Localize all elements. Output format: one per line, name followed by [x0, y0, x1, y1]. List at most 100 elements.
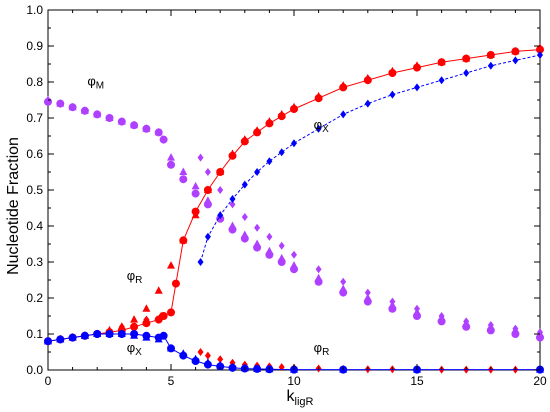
plot-frame [47, 9, 541, 371]
data-point [240, 234, 249, 243]
series-2 [197, 153, 543, 337]
x-tick-label: 15 [410, 374, 424, 388]
data-point [142, 124, 151, 133]
data-point [437, 317, 446, 326]
data-point [56, 99, 65, 108]
data-point [228, 151, 237, 160]
y-tick-label: 0.1 [26, 327, 43, 341]
annotation-subscript: M [96, 81, 104, 92]
data-point [154, 286, 163, 294]
data-point [118, 322, 125, 331]
data-point [462, 54, 471, 63]
data-point [203, 200, 212, 209]
data-point [191, 357, 200, 365]
annotation-subscript: R [322, 347, 329, 358]
data-point [278, 241, 285, 250]
data-point [265, 250, 274, 259]
data-point [277, 258, 286, 266]
plot-area [44, 43, 544, 374]
y-axis-title: Nucleotide Fraction [5, 137, 22, 275]
data-point [253, 364, 262, 373]
data-point [487, 321, 494, 329]
annotation-subscript: X [135, 347, 142, 358]
data-point [240, 137, 249, 146]
annotation-symbol: φ [127, 340, 135, 355]
data-point [117, 330, 126, 338]
data-point [197, 153, 204, 162]
data-point [315, 265, 322, 274]
x-axis-title: kligR [287, 388, 314, 408]
data-point [511, 330, 520, 338]
x-axis-title-main: k [287, 388, 296, 405]
data-point [216, 168, 225, 176]
data-point [204, 232, 211, 241]
data-point [253, 243, 262, 252]
x-tick-label: 0 [45, 374, 52, 388]
annotation-label: φX [127, 340, 142, 358]
annotation-subscript: R [135, 275, 142, 286]
annotation-label: φR [127, 268, 143, 286]
data-point [389, 297, 396, 306]
data-point [44, 337, 52, 346]
data-point [80, 106, 89, 115]
data-point [254, 223, 261, 232]
data-point [68, 103, 77, 112]
data-point [217, 355, 224, 364]
data-point [179, 167, 188, 175]
annotation-label: φM [87, 74, 104, 92]
data-point [130, 121, 139, 130]
data-point [203, 360, 212, 369]
data-point [105, 114, 114, 122]
data-point [266, 232, 273, 241]
data-point [130, 315, 139, 323]
data-point [179, 175, 188, 184]
data-point [204, 168, 211, 176]
data-point [314, 94, 323, 103]
data-point [537, 51, 543, 59]
y-tick-label: 0.9 [26, 39, 43, 53]
data-point [364, 288, 371, 297]
data-point [463, 69, 470, 77]
data-point [438, 76, 445, 85]
series-line [47, 49, 541, 342]
series-3 [44, 43, 544, 345]
data-point [216, 362, 225, 371]
data-point [191, 189, 200, 198]
data-point [340, 277, 347, 286]
data-point [291, 250, 297, 259]
series-8 [197, 51, 543, 266]
data-point [339, 83, 348, 92]
x-axis-title-sub: ligR [295, 396, 314, 408]
data-point [203, 186, 212, 194]
data-point [179, 351, 188, 360]
data-point [228, 363, 237, 372]
annotation-symbol: φ [87, 74, 95, 89]
data-point [278, 148, 285, 157]
y-tick-label: 0.4 [26, 219, 43, 233]
data-point [291, 139, 297, 148]
data-point [290, 265, 298, 274]
data-point [438, 312, 445, 320]
data-point [93, 110, 102, 119]
data-point [437, 58, 446, 67]
data-point [389, 90, 396, 99]
data-point [486, 51, 495, 59]
data-point [130, 322, 139, 331]
data-point [463, 317, 470, 326]
data-point [117, 117, 126, 126]
data-point [486, 326, 495, 335]
data-point [217, 211, 224, 220]
data-point [229, 200, 236, 209]
data-point [339, 288, 348, 297]
data-point [290, 105, 298, 113]
data-point [130, 330, 139, 338]
data-point [142, 331, 151, 340]
data-point [536, 333, 544, 342]
data-point [80, 331, 89, 340]
annotation-symbol: φ [127, 268, 135, 283]
data-point [159, 331, 168, 340]
data-point [511, 47, 520, 56]
data-point [241, 213, 248, 221]
y-tick-label: 0.6 [26, 147, 43, 161]
